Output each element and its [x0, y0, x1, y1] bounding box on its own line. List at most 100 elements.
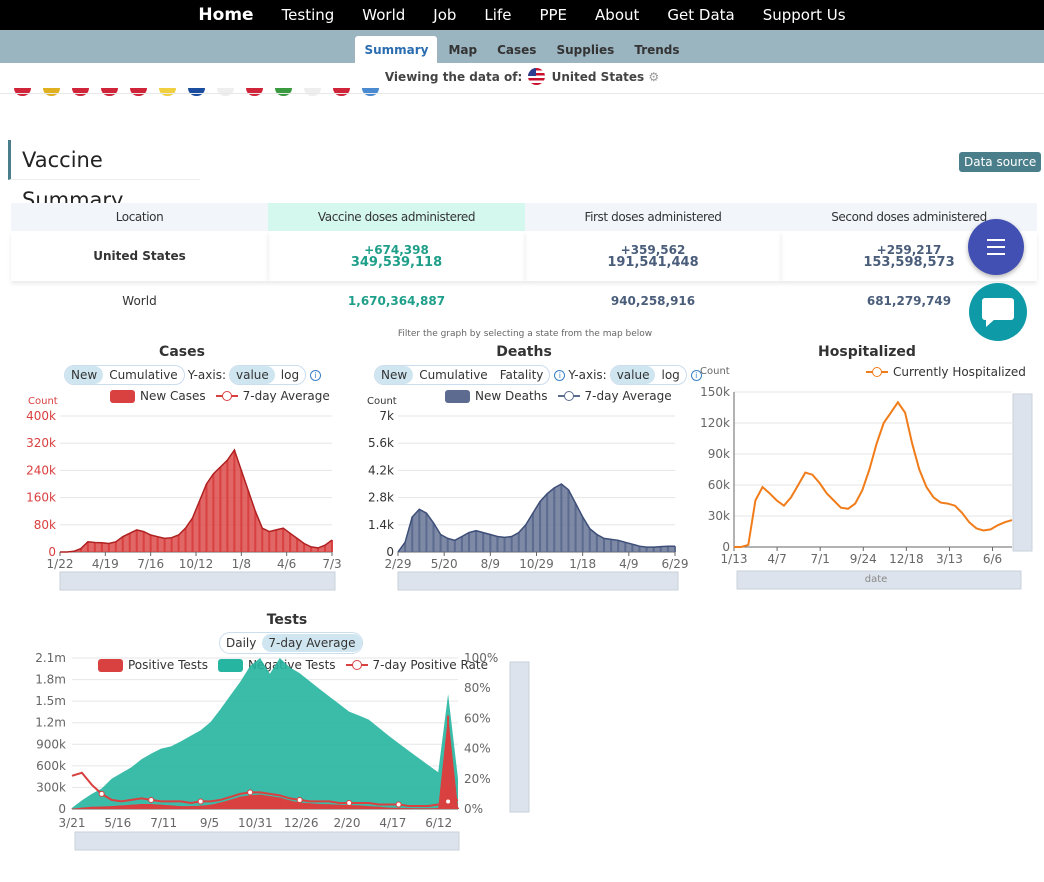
legend-swatch[interactable] — [445, 389, 470, 403]
nav-support-us[interactable]: Support Us — [762, 6, 846, 24]
flag-icon[interactable] — [43, 88, 60, 96]
filter-note: Filter the graph by selecting a state fr… — [397, 329, 653, 339]
deaths-toggle-cumulative[interactable]: Cumulative — [419, 368, 488, 382]
flag-icon[interactable] — [188, 88, 205, 96]
deaths-toggle-new[interactable]: New — [375, 366, 414, 384]
gear-icon[interactable]: ⚙ — [648, 70, 660, 84]
legend-positive-rate[interactable]: 7-day Positive Rate — [372, 658, 488, 672]
x-tick-label: 4/17 — [379, 816, 406, 830]
column-header-second-doses[interactable]: Second doses administered — [781, 203, 1037, 231]
column-header-first-doses[interactable]: First doses administered — [525, 203, 781, 231]
tests-toggle-daily[interactable]: Daily — [226, 636, 257, 650]
cases-yaxis-log[interactable]: log — [280, 368, 300, 382]
flag-icon[interactable] — [72, 88, 89, 96]
legend-currently-hospitalized[interactable]: Currently Hospitalized — [893, 365, 1026, 379]
legend-7day-average[interactable]: 7-day Average — [584, 389, 672, 403]
tab-cases[interactable]: Cases — [497, 43, 537, 57]
flag-icon[interactable] — [304, 88, 321, 96]
rate-point — [395, 801, 402, 808]
hospitalized-chart[interactable]: Count 0 30k 60k 90k 120k 150k 1/13 4/7 7/1 9/24 12/… — [690, 362, 1040, 597]
positive-bar — [160, 804, 163, 809]
x-tick-label: 12/26 — [284, 816, 319, 830]
positive-bar — [298, 802, 301, 809]
data-bar — [645, 547, 648, 552]
location-cell: World — [122, 294, 157, 308]
y-tick-label: 0 — [48, 545, 56, 559]
menu-button[interactable] — [968, 219, 1024, 275]
info-icon[interactable]: i — [554, 369, 566, 381]
table-row[interactable]: United States +674,398 349,539,118 +359,… — [11, 231, 1037, 281]
flag-icon[interactable] — [101, 88, 118, 96]
x-tick-label: 4/7 — [767, 552, 786, 566]
deaths-toggle-fatality[interactable]: Fatality — [499, 368, 544, 382]
deaths-yaxis-log[interactable]: log — [661, 368, 680, 382]
data-bar — [191, 518, 194, 552]
data-bar — [567, 489, 570, 552]
doses-cell: +674,398 349,539,118 — [268, 231, 525, 281]
table-row[interactable]: World 1,670,364,887 940,258,916 681,279,… — [11, 281, 1037, 321]
nav-job[interactable]: Job — [433, 6, 457, 24]
positive-bar — [199, 805, 202, 809]
data-bar — [617, 540, 620, 552]
y-tick-label: 320k — [26, 436, 56, 450]
y-tick-label: 80k — [34, 518, 56, 532]
nav-testing[interactable]: Testing — [281, 6, 335, 24]
tests-toggle-7day[interactable]: 7-day Average — [262, 634, 362, 652]
flag-icon[interactable] — [159, 88, 176, 96]
legend-7day-average[interactable]: 7-day Average — [242, 389, 330, 403]
legend-negative-tests[interactable]: Negative Tests — [247, 658, 336, 672]
legend-line-icon[interactable] — [345, 660, 368, 670]
x-tick-label: 5/20 — [431, 557, 458, 571]
flag-icon[interactable] — [217, 88, 234, 96]
column-header-location[interactable]: Location — [11, 203, 268, 231]
legend-line-icon[interactable] — [215, 391, 238, 401]
viewing-country[interactable]: United States — [551, 70, 645, 84]
nav-get-data[interactable]: Get Data — [667, 6, 735, 24]
data-bar — [226, 460, 229, 552]
legend-swatch[interactable] — [110, 389, 135, 403]
flag-icon[interactable] — [333, 88, 350, 96]
cases-toggle-new[interactable]: New — [65, 366, 104, 384]
chat-button[interactable] — [969, 283, 1027, 341]
data-bar — [666, 546, 669, 552]
positive-bar — [110, 806, 113, 809]
flag-icon[interactable] — [130, 88, 147, 96]
flag-icon[interactable] — [14, 88, 31, 96]
deaths-chart[interactable]: Count 0 1.4k 2.8k 4.2k 5.6k 7k 2/29 5/20 8/9 10/29… — [345, 392, 690, 597]
total-value: 191,541,448 — [607, 254, 699, 270]
info-icon[interactable]: i — [690, 369, 702, 381]
cases-yaxis-value[interactable]: value — [230, 366, 275, 384]
info-icon[interactable]: i — [310, 369, 322, 381]
menu-icon — [987, 246, 1005, 248]
top-navigation: Home Testing World Job Life PPE About Ge… — [0, 0, 1044, 30]
flag-icon[interactable] — [362, 88, 379, 96]
nav-ppe[interactable]: PPE — [539, 6, 568, 24]
legend-line-icon[interactable] — [866, 367, 888, 377]
flag-icon[interactable] — [246, 88, 263, 96]
data-source-button[interactable]: Data source — [959, 152, 1042, 172]
tests-chart[interactable]: 0 300k 600k 900k 1.2m 1.5m 1.8m 2.1m 0% 20% 40% 60%… — [0, 645, 540, 860]
nav-life[interactable]: Life — [484, 6, 512, 24]
x-tick-label: 8/9 — [481, 557, 500, 571]
zoom-slider — [59, 571, 336, 591]
flag-icon[interactable] — [275, 88, 292, 96]
legend-new-cases[interactable]: New Cases — [140, 389, 206, 403]
positive-bar — [417, 808, 420, 809]
data-bar — [439, 534, 442, 552]
cases-chart[interactable]: Count 0 80k 160k 240k 320k 400k 1/22 4/19 7/16 10/… — [0, 392, 345, 597]
nav-about[interactable]: About — [595, 6, 640, 24]
tab-supplies[interactable]: Supplies — [556, 43, 615, 57]
legend-positive-tests[interactable]: Positive Tests — [128, 658, 208, 672]
tab-map[interactable]: Map — [448, 43, 478, 57]
legend-line-icon[interactable] — [557, 391, 580, 401]
legend-swatch[interactable] — [217, 658, 243, 672]
tab-trends[interactable]: Trends — [634, 43, 680, 57]
cases-toggle-cumulative[interactable]: Cumulative — [109, 368, 178, 382]
nav-home[interactable]: Home — [198, 5, 254, 25]
nav-world[interactable]: World — [362, 6, 406, 24]
tab-summary[interactable]: Summary — [355, 36, 438, 63]
legend-swatch[interactable] — [98, 658, 123, 672]
legend-new-deaths[interactable]: New Deaths — [475, 389, 548, 403]
deaths-yaxis-value[interactable]: value — [610, 366, 656, 384]
column-header-doses[interactable]: Vaccine doses administered — [268, 203, 525, 231]
